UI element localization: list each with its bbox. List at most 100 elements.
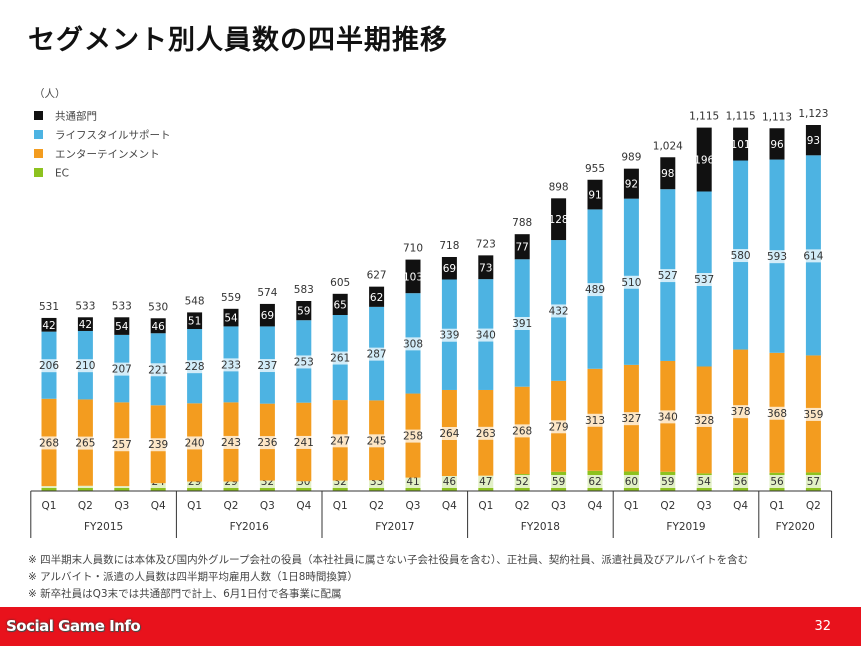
fiscal-year-label: FY2018 [521, 521, 560, 533]
data-label-bg [803, 407, 824, 421]
data-label: 69 [261, 310, 274, 322]
x-axis: Q1 Q2 Q3 Q4 Q1 Q2 Q3 Q4 Q1 Q2 Q3 Q4 Q1 Q2 Q3 Q4 Q1 Q2 Q3 Q4… [30, 490, 833, 538]
data-label-bg [730, 249, 751, 263]
quarter-label: Q1 [624, 500, 639, 512]
data-label-bg [293, 435, 314, 449]
bar-segment [733, 127, 749, 161]
total-label: 531 [39, 301, 59, 313]
quarter-label: Q1 [187, 500, 202, 512]
data-label-bg [657, 475, 678, 488]
data-label-bg [512, 475, 533, 488]
footnotes: ※ 四半期末人員数には本体及び国内外グループ会社の役員（本社社員に属さない子会社… [28, 552, 748, 603]
data-label-bg [330, 434, 351, 448]
data-label: 41 [406, 476, 419, 488]
quarter-label: Q3 [260, 500, 275, 512]
bars: 1526820642162652104215257207542423922146… [39, 125, 824, 491]
legend-label: ライフスタイルサポート [55, 130, 171, 142]
quarter-label: Q2 [369, 500, 384, 512]
data-label: 340 [476, 330, 496, 342]
data-label-bg [111, 438, 132, 452]
data-label: 196 [694, 155, 714, 167]
data-label-bg [767, 406, 787, 420]
data-label: 265 [75, 438, 95, 450]
fiscal-year-label: FY2019 [666, 521, 705, 533]
data-label-bg [75, 359, 96, 373]
data-label: 359 [803, 409, 823, 421]
data-label-bg [621, 475, 642, 488]
total-label: 723 [476, 238, 496, 250]
data-label: 236 [257, 437, 277, 449]
data-label-bg [148, 363, 169, 377]
data-label-bg [694, 475, 715, 488]
total-label: 898 [549, 181, 569, 193]
bar-segment [805, 125, 821, 156]
data-label: 279 [549, 421, 569, 433]
data-label: 432 [549, 305, 569, 317]
data-label: 241 [294, 437, 314, 449]
data-label: 378 [731, 406, 751, 418]
quarter-label: Q3 [551, 500, 566, 512]
data-label-bg [221, 358, 241, 372]
data-label-bg [621, 275, 642, 289]
bar-segment [77, 317, 93, 331]
bar-segment [150, 318, 166, 334]
data-label-bg [548, 475, 569, 488]
data-label-bg [512, 424, 533, 438]
data-label: 54 [698, 476, 712, 488]
data-label: 339 [439, 330, 459, 342]
data-label: 593 [767, 251, 787, 263]
fiscal-year-label: FY2015 [84, 521, 123, 533]
bar-segment [623, 168, 639, 199]
data-label: 489 [585, 284, 605, 296]
bar-segment [478, 255, 494, 280]
data-label: 60 [625, 476, 638, 488]
total-label: 1,024 [653, 140, 683, 152]
data-label-bg [257, 359, 278, 373]
data-label-bg [585, 283, 605, 297]
quarter-label: Q1 [770, 500, 785, 512]
quarter-label: Q3 [114, 500, 129, 512]
data-label: 77 [516, 242, 529, 254]
data-label-bg [548, 420, 569, 434]
data-label-bg [439, 426, 460, 440]
footnote: ※ 新卒社員はQ3末では共通部門で計上、6月1日付で各事業に配属 [28, 588, 342, 600]
data-label-bg [803, 475, 824, 488]
data-label: 69 [443, 263, 456, 275]
page-number: 32 [814, 619, 831, 634]
bar-segment [114, 317, 130, 335]
data-label: 101 [731, 139, 751, 151]
quarter-label: Q1 [478, 500, 493, 512]
data-label-bg [39, 359, 59, 373]
total-label: 788 [512, 217, 532, 229]
bar-segment [551, 198, 567, 241]
bar-segment [514, 234, 530, 260]
quarter-label: Q2 [224, 500, 239, 512]
data-label: 261 [330, 353, 350, 365]
data-label-bg [184, 360, 205, 374]
data-label-bg [694, 413, 715, 427]
data-label: 42 [42, 320, 55, 332]
total-label: 533 [75, 300, 95, 312]
data-label: 62 [370, 292, 383, 304]
data-label: 103 [403, 271, 423, 283]
quarter-label: Q1 [333, 500, 348, 512]
data-label: 340 [658, 411, 678, 423]
bar-segment [296, 300, 312, 321]
data-label: 57 [807, 476, 820, 488]
data-label: 245 [367, 435, 387, 447]
legend-swatch [34, 168, 43, 177]
data-label: 391 [512, 318, 532, 330]
total-label: 533 [112, 300, 132, 312]
fiscal-year-label: FY2016 [230, 521, 269, 533]
bar-segment [660, 157, 676, 190]
data-label: 62 [588, 476, 601, 488]
footnote: ※ 四半期末人員数には本体及び国内外グループ会社の役員（本社社員に属さない子会社… [28, 554, 749, 566]
quarter-label: Q2 [515, 500, 530, 512]
data-label: 52 [516, 476, 529, 488]
total-label: 1,115 [726, 111, 756, 123]
data-label-bg [512, 316, 533, 330]
total-label: 583 [294, 284, 314, 296]
data-label: 228 [185, 361, 205, 373]
data-label: 207 [112, 364, 132, 376]
data-label-bg [475, 328, 496, 342]
